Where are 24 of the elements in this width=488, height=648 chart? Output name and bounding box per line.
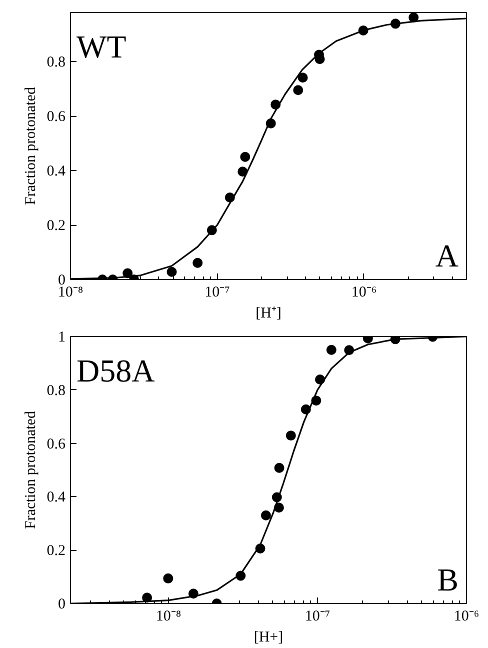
x-tick-label: 10⁻⁶ (454, 608, 480, 624)
y-tick-label: 0.6 (46, 436, 66, 452)
y-tick-label: 0.6 (46, 109, 66, 126)
y-tick-label: 1 (58, 330, 66, 346)
y-tick-label: 0.8 (46, 382, 66, 399)
y-tick-label: 0.2 (46, 218, 66, 234)
annotation: B (437, 562, 458, 598)
x-tick-label: 10⁻⁶ (351, 284, 377, 300)
y-tick-label: 0 (58, 596, 66, 612)
x-axis-title: [H⁺] (256, 306, 282, 322)
x-tick-label: 10⁻⁸ (58, 284, 84, 300)
y-axis-title: Fraction protonated (22, 86, 39, 205)
x-tick-label: 10⁻⁷ (204, 284, 230, 300)
y-axis-title: Fraction protonated (22, 410, 39, 529)
annotation: A (435, 238, 458, 274)
x-axis-title: [H+] (254, 630, 284, 646)
y-tick-label: 0.8 (46, 54, 66, 71)
annotation: WT (76, 28, 127, 64)
x-tick-label: 10⁻⁸ (156, 608, 182, 624)
y-tick-label: 0.2 (46, 543, 66, 560)
y-tick-label: 0.4 (46, 490, 66, 506)
y-tick-label: 0.4 (46, 164, 66, 180)
annotation: D58A (76, 352, 155, 388)
x-tick-label: 10⁻⁷ (304, 608, 330, 624)
